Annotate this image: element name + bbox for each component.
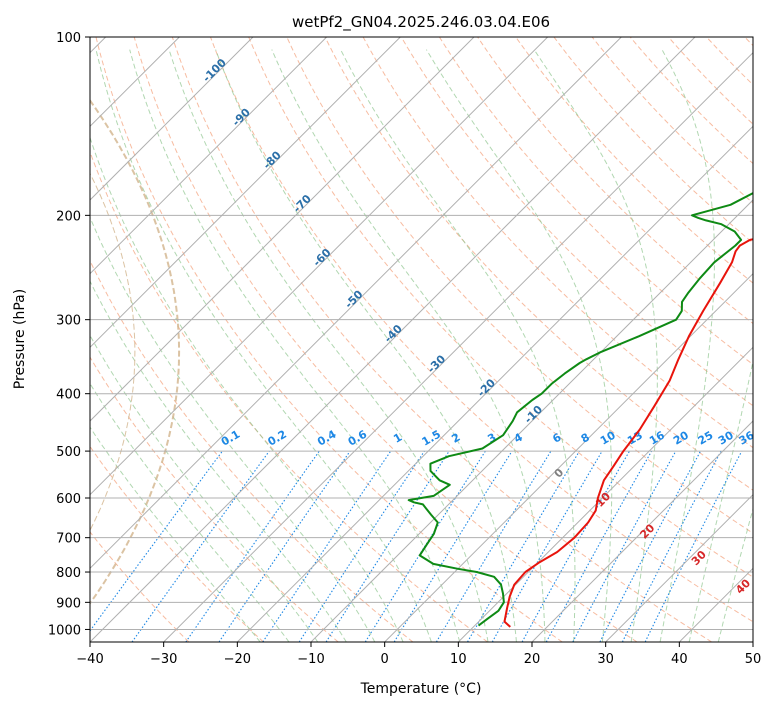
dry-adiabat <box>90 150 488 642</box>
y-tick-label: 1000 <box>48 623 81 638</box>
isotherm-line <box>163 51 753 642</box>
y-tick-label: 700 <box>56 532 81 547</box>
mixing-ratio-line <box>325 450 450 642</box>
temperature-profile-line <box>503 238 753 628</box>
mixing-ratio-line <box>131 450 270 642</box>
background-lines <box>90 37 753 642</box>
mixing-ratio-line <box>393 450 513 642</box>
mixing-ratio-line <box>599 450 701 642</box>
isotherm-line <box>90 37 401 349</box>
mixing-ratio-line <box>218 450 351 642</box>
isotherm-line <box>90 37 328 275</box>
moist-adiabat <box>533 49 658 642</box>
moist-adiabat <box>168 49 489 642</box>
dry-adiabat <box>477 37 753 325</box>
dry-adiabat <box>553 37 753 244</box>
x-tick-label: −40 <box>76 652 103 667</box>
chart-title: wetPf2_GN04.2025.246.03.04.E06 <box>292 13 550 32</box>
y-tick-label: 300 <box>56 314 81 329</box>
x-tick-label: 0 <box>381 652 389 667</box>
mixing-ratio-line <box>572 450 677 642</box>
x-tick-label: 40 <box>671 652 688 667</box>
dewpoint-profile-line <box>407 192 753 627</box>
isotherm-line <box>90 37 475 422</box>
moist-adiabat <box>90 280 347 642</box>
dry-adiabat <box>591 37 753 204</box>
mixing-ratio-line <box>644 450 743 642</box>
mixing-ratio-line <box>491 450 603 642</box>
mixing-ratio-line <box>298 450 425 642</box>
mixing-ratio-line <box>521 450 630 642</box>
moist-adiabat <box>717 507 753 642</box>
x-tick-label: 10 <box>450 652 467 667</box>
isotherm-line <box>457 346 753 642</box>
moist-adiabat <box>340 49 576 642</box>
dry-adiabat <box>400 37 753 407</box>
y-tick-label: 200 <box>56 209 81 224</box>
x-tick-label: 50 <box>745 652 762 667</box>
y-tick-label: 900 <box>56 596 81 611</box>
dry-adiabat <box>90 259 414 642</box>
x-tick-label: 30 <box>597 652 614 667</box>
y-tick-label: 400 <box>56 388 81 403</box>
isotherm-line <box>90 37 622 570</box>
dry-adiabat <box>90 531 190 642</box>
dry-adiabat <box>171 37 712 642</box>
dry-adiabat <box>286 37 753 534</box>
x-tick-label: 20 <box>524 652 541 667</box>
y-tick-label: 600 <box>56 492 81 507</box>
moist-adiabat <box>90 136 404 642</box>
moist-adiabat <box>90 426 261 642</box>
profile-series <box>407 192 753 628</box>
isotherm-line <box>531 420 753 642</box>
isotherm-line <box>90 37 696 642</box>
isotherm-line <box>310 199 753 642</box>
dry-adiabat <box>133 37 638 642</box>
moist-adiabat <box>129 49 461 642</box>
x-tick-label: −30 <box>150 652 177 667</box>
x-axis-title: Temperature (°C) <box>360 681 482 697</box>
moist-adiabat <box>271 49 546 642</box>
isotherm-line <box>605 493 753 642</box>
mixing-ratio-line <box>90 450 223 632</box>
dry-adiabat <box>90 356 339 642</box>
x-tick-label: −10 <box>297 652 324 667</box>
moist-adiabat <box>659 49 715 642</box>
x-tick-label: −20 <box>224 652 251 667</box>
moist-adiabat <box>95 49 432 642</box>
isotherm-line <box>90 37 254 201</box>
y-tick-label: 800 <box>56 566 81 581</box>
mixing-ratio-line <box>621 450 722 642</box>
mixing-ratio-line <box>185 450 320 642</box>
y-tick-label: 500 <box>56 445 81 460</box>
isotherm-line <box>236 125 753 642</box>
dry-adiabat <box>324 37 753 491</box>
y-axis: 100 200 300 400 500 600 700 800 900 1000 <box>48 31 90 638</box>
plot-area <box>90 37 753 642</box>
x-axis: −40 −30 −20 −10 0 10 20 30 40 50 <box>76 642 761 667</box>
dry-adiabat <box>95 37 563 642</box>
dry-adiabat <box>248 37 753 578</box>
y-axis-title: Pressure (hPa) <box>12 289 28 389</box>
dry-adiabat <box>210 37 753 623</box>
moist-adiabat <box>215 49 517 642</box>
plot-frame <box>89 36 754 643</box>
dry-adiabat <box>438 37 753 366</box>
y-tick-label: 100 <box>56 31 81 46</box>
moist-adiabat <box>688 359 753 642</box>
lcl-curve <box>90 98 181 606</box>
isotherm-line <box>90 37 549 496</box>
